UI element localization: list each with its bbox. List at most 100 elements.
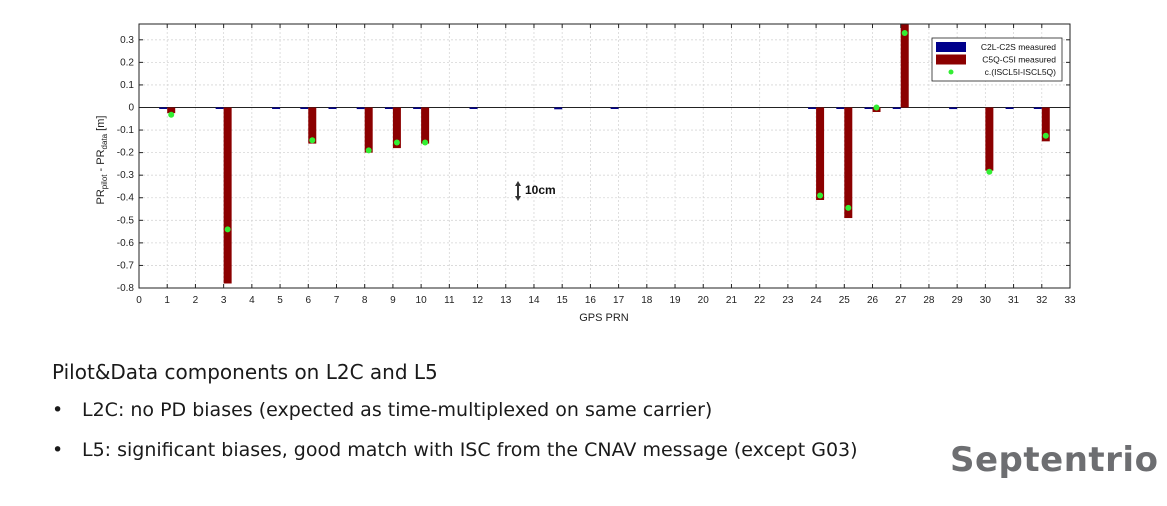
y-tick-label: -0.6	[117, 238, 135, 249]
bar-c2l-c2s	[215, 107, 224, 109]
point-isc	[986, 168, 993, 175]
x-tick-label: 8	[362, 295, 368, 306]
bullet-text: L2C: no PD biases (expected as time-mult…	[82, 399, 713, 421]
legend-label: c.(ISCL5I-ISCL5Q)	[985, 67, 1056, 77]
legend-marker	[948, 69, 954, 75]
bar-c2l-c2s	[328, 107, 337, 109]
plot-background	[139, 24, 1070, 288]
bar-c2l-c2s	[892, 107, 901, 109]
point-isc	[422, 139, 429, 146]
x-tick-label: 27	[895, 295, 907, 306]
x-tick-label: 32	[1036, 295, 1048, 306]
bar-c2l-c2s	[836, 107, 845, 109]
bar-c5q-c5i	[223, 107, 232, 284]
x-tick-label: 12	[472, 295, 484, 306]
bullet-list: • L2C: no PD biases (expected as time-mul…	[52, 396, 858, 476]
bar-c5q-c5i	[392, 107, 401, 149]
x-tick-label: 19	[669, 295, 681, 306]
bar-c2l-c2s	[413, 107, 422, 109]
bar-c2l-c2s	[949, 107, 958, 110]
x-tick-label: 14	[528, 295, 540, 306]
x-tick-label: 0	[136, 295, 142, 306]
point-isc	[365, 147, 372, 154]
x-tick-label: 30	[980, 295, 992, 306]
x-tick-label: 11	[444, 295, 455, 306]
legend-label: C5Q-C5I measured	[982, 55, 1056, 65]
x-tick-label: 1	[164, 295, 170, 306]
bar-c2l-c2s	[384, 107, 393, 109]
double-arrow-icon	[515, 181, 521, 201]
bar-c2l-c2s	[272, 107, 281, 109]
point-isc	[845, 204, 852, 211]
plot-area	[139, 24, 1070, 288]
bar-c2l-c2s	[469, 107, 478, 109]
y-tick-label: 0.3	[120, 35, 134, 46]
brand-logo: Septentrio	[950, 440, 1159, 480]
bullet-item: • L2C: no PD biases (expected as time-mul…	[52, 396, 858, 436]
point-isc	[817, 192, 824, 199]
bar-c2l-c2s	[554, 107, 563, 110]
bar-c2l-c2s	[1005, 107, 1014, 109]
x-tick-label: 7	[334, 295, 340, 306]
bar-c5q-c5i	[167, 107, 176, 114]
bar-c5q-c5i	[1041, 107, 1050, 142]
x-tick-label: 15	[557, 295, 569, 306]
point-isc	[168, 111, 175, 118]
bar-c2l-c2s	[300, 107, 309, 109]
bar-c2l-c2s	[610, 107, 619, 109]
y-tick-label: -0.3	[117, 170, 135, 181]
bar-c5q-c5i	[985, 107, 994, 171]
point-isc	[1042, 132, 1049, 139]
x-tick-label: 21	[726, 295, 738, 306]
bar-c5q-c5i	[364, 107, 373, 153]
legend: C2L-C2S measured C5Q-C5I measured c.(ISCL5…	[931, 37, 1063, 82]
x-tick-label: 10	[416, 295, 428, 306]
x-tick-label: 5	[277, 295, 283, 306]
x-tick-label: 31	[1008, 295, 1020, 306]
bullet-dot: •	[52, 439, 64, 461]
bar-c5q-c5i	[308, 107, 317, 144]
bias-bar-chart: 0 1 2 3 4 5 6 7 8 9 10 11 12 13 14 15 16 17 18 19 20 21 22 23 24…	[95, 23, 1076, 324]
x-tick-label: 3	[221, 295, 227, 306]
y-tick-labels: 0.3 0.2 0.1 0 -0.1 -0.2 -0.3 -0.4 -0.5 -0.6 -0.7 -0…	[117, 35, 135, 294]
bar-c5q-c5i	[421, 107, 430, 144]
y-tick-label: -0.7	[117, 260, 135, 271]
bar-c5q-c5i	[844, 107, 853, 219]
bar-c2l-c2s	[159, 107, 168, 109]
x-tick-label: 33	[1064, 295, 1076, 306]
y-tick-label: -0.5	[117, 215, 135, 226]
x-tick-label: 28	[923, 295, 935, 306]
x-axis-label: GPS PRN	[579, 312, 629, 324]
y-tick-label: -0.1	[117, 125, 135, 136]
x-tick-label: 2	[193, 295, 199, 306]
x-tick-label: 4	[249, 295, 255, 306]
x-tick-label: 22	[754, 295, 766, 306]
x-tick-label: 6	[305, 295, 311, 306]
bars-group	[159, 24, 1050, 284]
legend-swatch	[936, 54, 966, 65]
x-tick-label: 16	[585, 295, 597, 306]
x-tick-label: 24	[811, 295, 823, 306]
bullet-item: • L5: significant biases, good match with…	[52, 436, 858, 476]
bar-c5q-c5i	[816, 107, 825, 200]
y-tick-label: 0.2	[120, 57, 134, 68]
bullet-dot: •	[52, 399, 64, 421]
annotation-label: 10cm	[525, 183, 556, 197]
y-tick-label: -0.2	[117, 148, 135, 159]
point-isc	[224, 226, 231, 233]
x-tick-labels: 0 1 2 3 4 5 6 7 8 9 10 11 12 13 14 15 16 17 18 19 20 21 22 23 24…	[136, 295, 1076, 306]
scale-annotation: 10cm	[515, 181, 556, 201]
legend-label: C2L-C2S measured	[981, 42, 1056, 52]
points-group	[168, 30, 1049, 233]
x-tick-label: 23	[782, 295, 794, 306]
axes-group	[138, 23, 1071, 289]
x-tick-label: 18	[641, 295, 653, 306]
axes-frame	[138, 23, 1071, 289]
bar-c2l-c2s	[356, 107, 365, 110]
x-tick-label: 29	[952, 295, 964, 306]
x-tick-label: 25	[839, 295, 851, 306]
bar-c5q-c5i	[900, 24, 909, 108]
bar-c2l-c2s	[808, 107, 817, 109]
legend-swatch	[936, 42, 966, 52]
point-isc	[873, 104, 880, 111]
